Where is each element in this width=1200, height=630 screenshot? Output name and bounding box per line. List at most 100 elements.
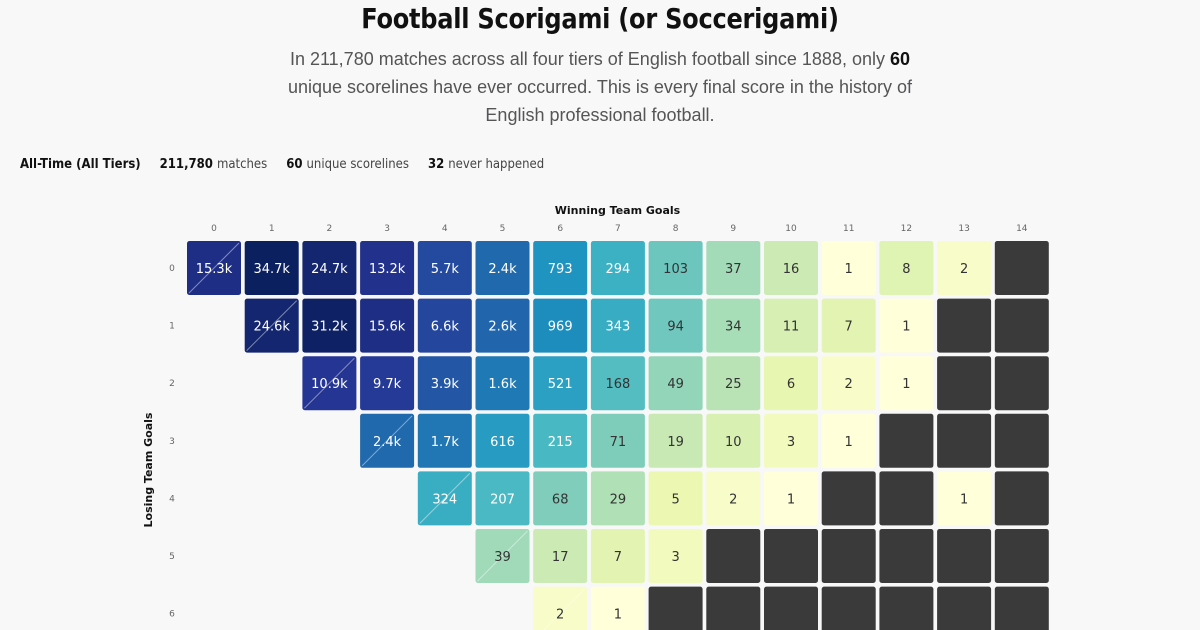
cell-value-label: 3 — [787, 435, 795, 450]
heatmap-cell-never[interactable] — [937, 356, 992, 411]
heatmap-cell-never[interactable] — [821, 529, 876, 583]
heatmap-cell[interactable] — [821, 241, 876, 295]
heatmap-cell[interactable] — [590, 586, 645, 630]
heatmap-cell[interactable] — [706, 471, 761, 526]
heatmap-cell-never[interactable] — [994, 529, 1049, 583]
heatmap-cell[interactable] — [533, 471, 588, 526]
heatmap-cell-never[interactable] — [994, 413, 1049, 468]
heatmap-cell[interactable] — [533, 529, 588, 583]
heatmap-cell-never[interactable] — [994, 356, 1049, 411]
heatmap-cell[interactable] — [648, 413, 703, 468]
heatmap-cell-never[interactable] — [994, 241, 1049, 295]
heatmap-cell-never[interactable] — [879, 529, 934, 583]
heatmap-cell[interactable] — [706, 298, 761, 353]
heatmap-cell[interactable] — [590, 471, 645, 526]
tier-selector[interactable]: All-Time (All Tiers) — [20, 157, 141, 172]
cell-value-label: 793 — [548, 262, 573, 277]
heatmap-cell[interactable] — [879, 356, 934, 411]
cell-value-label: 1.7k — [431, 435, 460, 450]
heatmap-cell[interactable] — [764, 241, 818, 295]
heatmap-cell[interactable] — [360, 241, 415, 295]
x-tick-label: 1 — [269, 224, 275, 234]
heatmap-cell-never[interactable] — [648, 586, 703, 630]
cell-value-label: 103 — [663, 262, 688, 277]
heatmap-cell[interactable] — [475, 413, 530, 468]
heatmap-cell-never[interactable] — [937, 413, 992, 468]
heatmap-cell[interactable] — [764, 298, 818, 353]
heatmap-cell[interactable] — [648, 471, 703, 526]
heatmap-cell-never[interactable] — [937, 298, 992, 353]
heatmap-cell-never[interactable] — [764, 586, 818, 630]
heatmap-cell[interactable] — [417, 298, 472, 353]
heatmap-cell[interactable] — [764, 413, 818, 468]
heatmap-cell[interactable] — [764, 471, 818, 526]
heatmap-cell[interactable] — [475, 529, 530, 583]
heatmap-cell[interactable] — [417, 241, 472, 295]
heatmap-cell-never[interactable] — [937, 586, 992, 630]
heatmap-cell[interactable] — [937, 471, 992, 526]
heatmap-cell[interactable] — [187, 241, 241, 295]
heatmap-cell[interactable] — [360, 356, 415, 411]
cell-value-label: 215 — [548, 435, 573, 450]
heatmap-cell[interactable] — [302, 241, 357, 295]
x-tick-label: 8 — [673, 224, 679, 234]
heatmap-cell[interactable] — [821, 298, 876, 353]
heatmap-cell[interactable] — [244, 241, 299, 295]
heatmap-cell[interactable] — [244, 298, 299, 353]
heatmap-cell-never[interactable] — [821, 586, 876, 630]
heatmap-cell[interactable] — [533, 413, 588, 468]
heatmap-cell[interactable] — [417, 356, 472, 411]
heatmap-cell[interactable] — [302, 356, 357, 411]
heatmap-cell[interactable] — [590, 529, 645, 583]
heatmap-cell[interactable] — [590, 241, 645, 295]
heatmap-cell-never[interactable] — [937, 529, 992, 583]
heatmap-cell[interactable] — [648, 298, 703, 353]
heatmap-cell[interactable] — [533, 241, 588, 295]
heatmap-cell[interactable] — [533, 586, 588, 630]
heatmap-cell-never[interactable] — [764, 529, 818, 583]
y-tick-label: 4 — [169, 494, 175, 504]
heatmap-cell-never[interactable] — [994, 298, 1049, 353]
heatmap-cell[interactable] — [879, 241, 934, 295]
heatmap-cell-never[interactable] — [706, 529, 761, 583]
heatmap-cell[interactable] — [417, 471, 472, 526]
heatmap-cell[interactable] — [533, 356, 588, 411]
heatmap-cell[interactable] — [475, 241, 530, 295]
heatmap-cell-never[interactable] — [994, 586, 1049, 630]
heatmap-cell-never[interactable] — [879, 413, 934, 468]
cell-value-label: 71 — [610, 435, 627, 450]
heatmap-cell[interactable] — [533, 298, 588, 353]
heatmap-cell-never[interactable] — [879, 471, 934, 526]
heatmap-cell[interactable] — [648, 241, 703, 295]
cell-value-label: 1.6k — [488, 377, 517, 392]
cell-value-label: 15.6k — [369, 320, 406, 335]
heatmap-cell[interactable] — [764, 356, 818, 411]
heatmap-cell[interactable] — [590, 413, 645, 468]
heatmap-cell[interactable] — [360, 413, 415, 468]
heatmap-cell[interactable] — [879, 298, 934, 353]
heatmap-cell[interactable] — [590, 298, 645, 353]
heatmap-cell[interactable] — [590, 356, 645, 411]
heatmap-cell[interactable] — [937, 241, 992, 295]
heatmap-cell[interactable] — [821, 356, 876, 411]
heatmap-cell[interactable] — [475, 356, 530, 411]
heatmap-cell[interactable] — [302, 298, 357, 353]
draw-diagonal — [188, 242, 240, 294]
heatmap-cell-never[interactable] — [994, 471, 1049, 526]
heatmap-cell-never[interactable] — [821, 471, 876, 526]
heatmap-cell-never[interactable] — [879, 586, 934, 630]
heatmap-cell[interactable] — [706, 356, 761, 411]
heatmap-cell[interactable] — [475, 471, 530, 526]
heatmap-cell[interactable] — [706, 413, 761, 468]
heatmap-cell[interactable] — [475, 298, 530, 353]
heatmap-cell[interactable] — [821, 413, 876, 468]
heatmap-cell[interactable] — [648, 529, 703, 583]
heatmap-cell[interactable] — [648, 356, 703, 411]
heatmap-cell[interactable] — [360, 298, 415, 353]
heatmap-cell-never[interactable] — [706, 586, 761, 630]
y-axis-label: Losing Team Goals — [142, 412, 155, 527]
heatmap-cell[interactable] — [417, 413, 472, 468]
cell-value-label: 10.9k — [311, 377, 348, 392]
heatmap-cell[interactable] — [706, 241, 761, 295]
